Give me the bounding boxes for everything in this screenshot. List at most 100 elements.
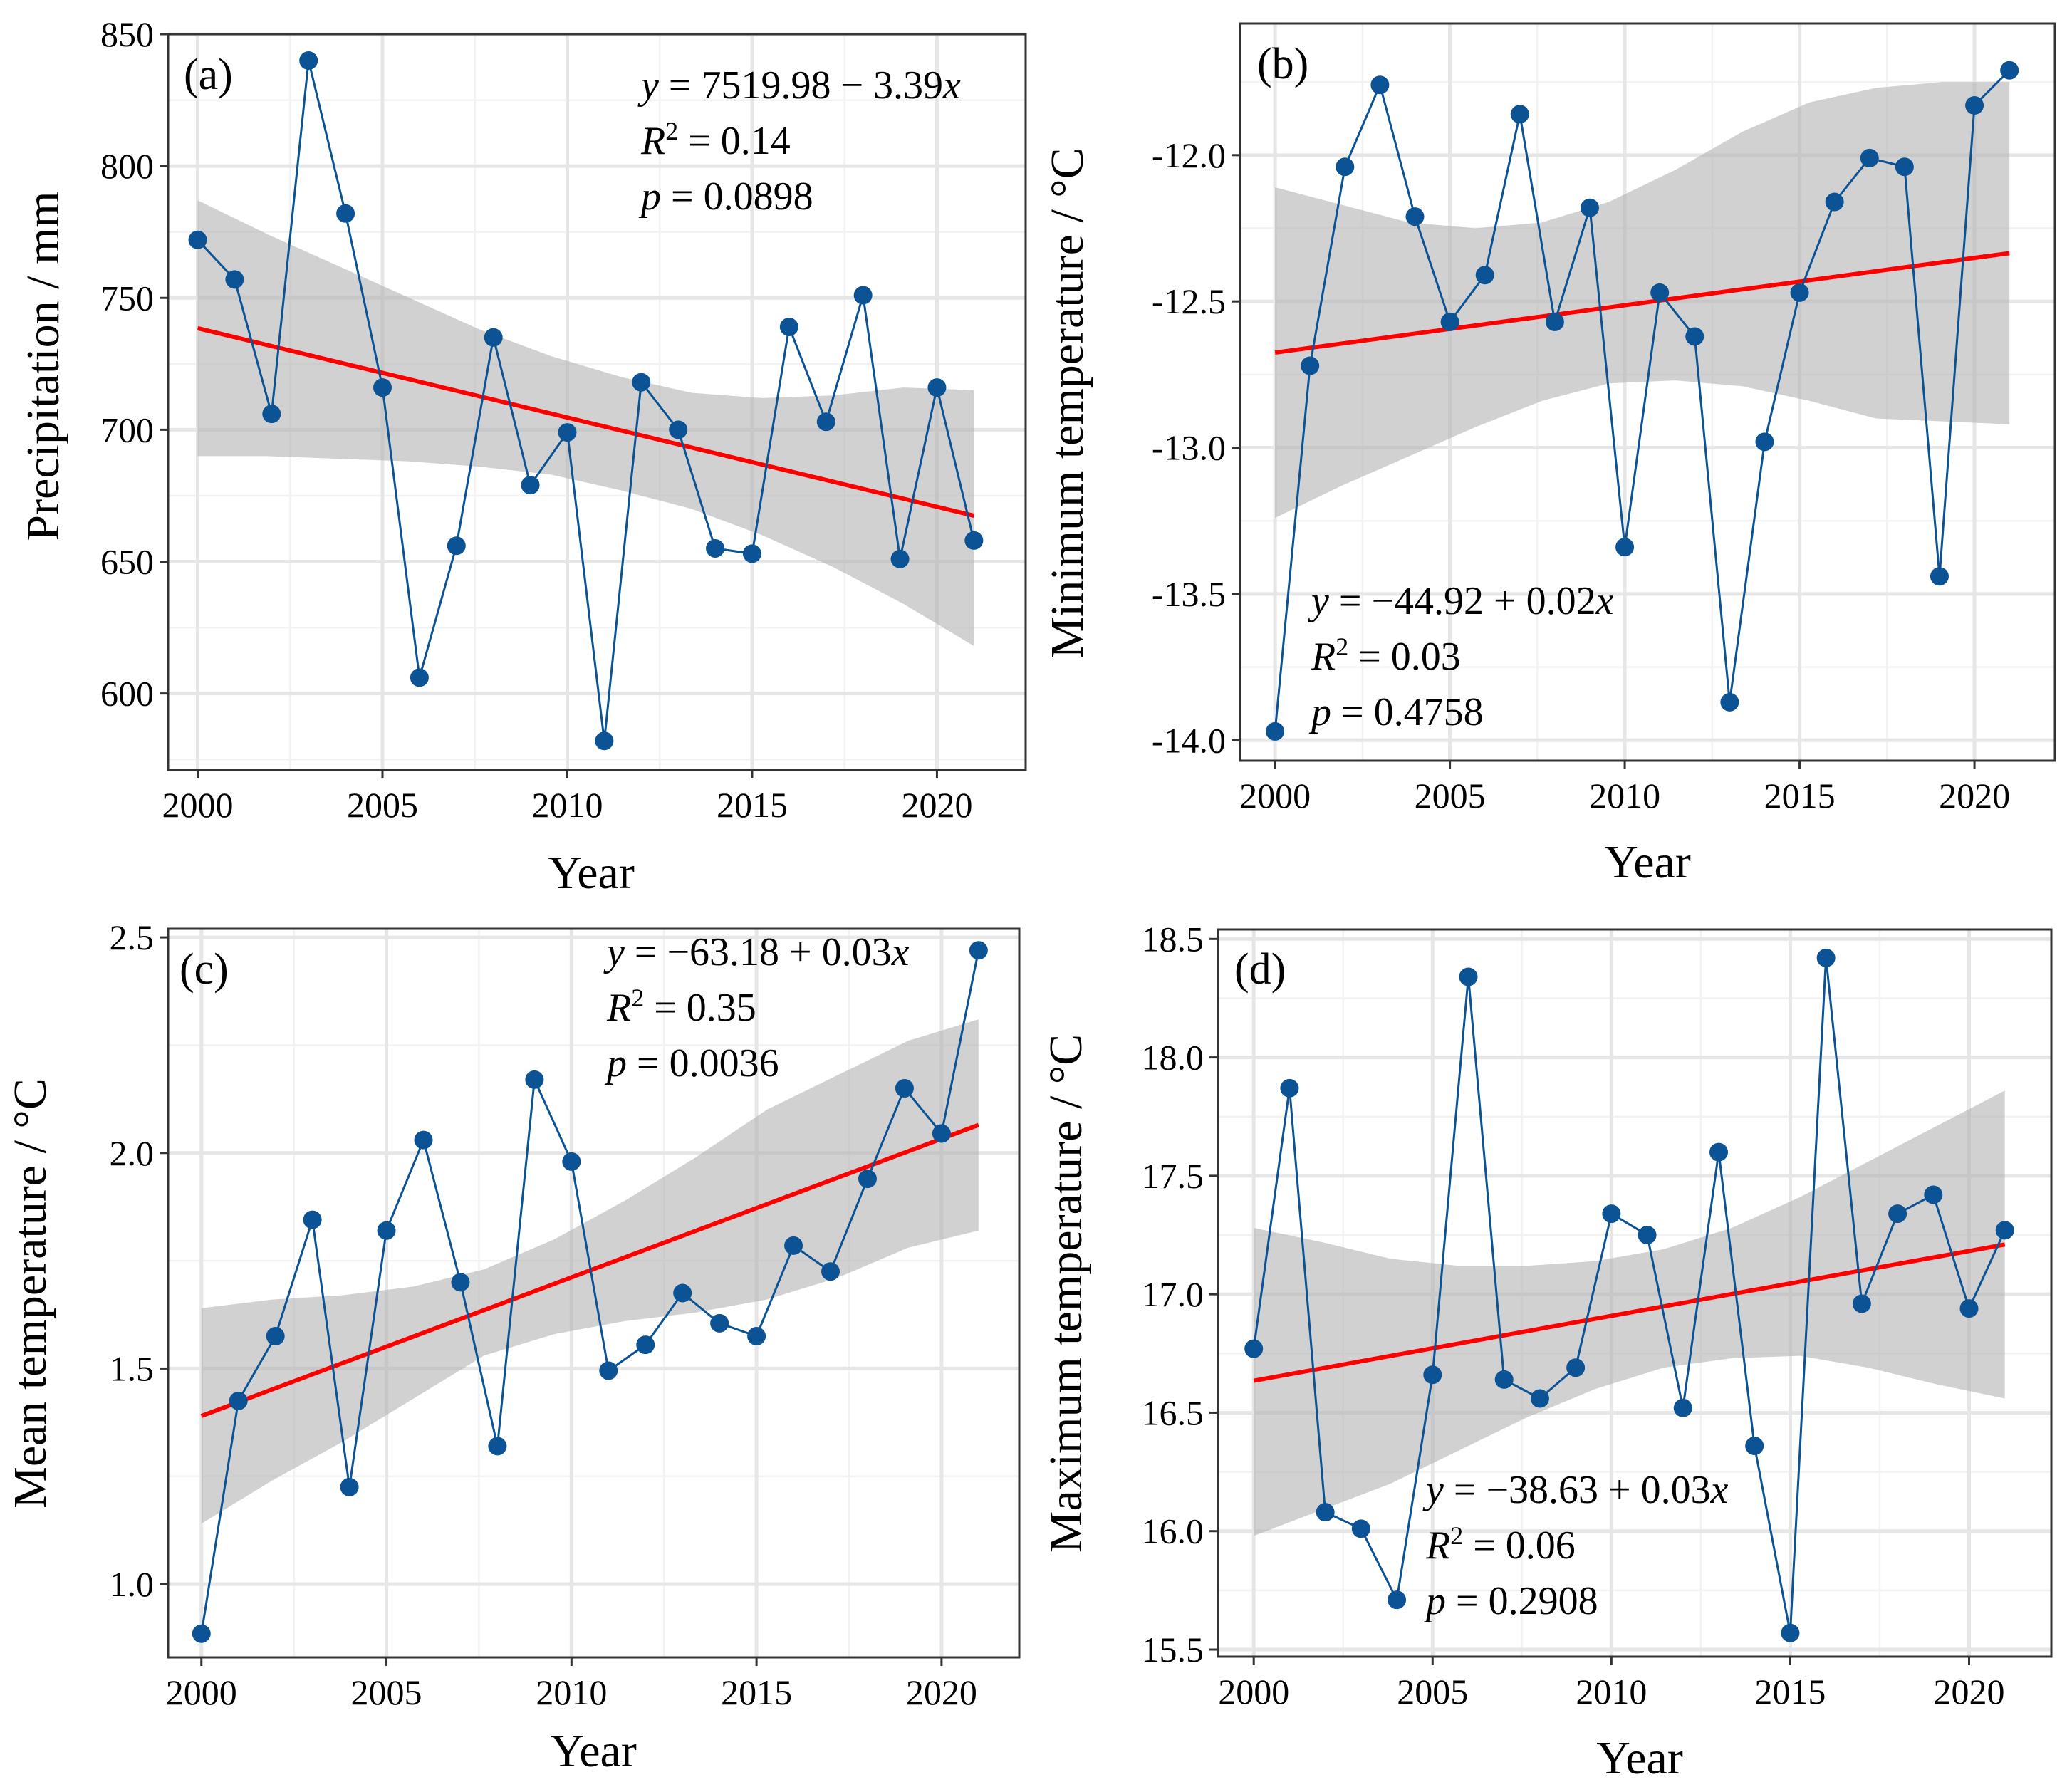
data-point	[964, 531, 984, 550]
data-point	[969, 941, 988, 960]
panel-a-ticks: 2000 2005 2010 2015 2020 600 650 700 750 800 850	[100, 14, 972, 825]
panel-b-equation-line3: p = 0.4758	[1308, 690, 1484, 734]
y-tick-label: 18.5	[1142, 919, 1204, 959]
data-point	[410, 668, 429, 687]
data-point	[858, 1170, 877, 1189]
panel-a-fit-layer	[197, 325, 975, 518]
data-point	[779, 317, 798, 336]
x-tick-label: 2000	[162, 785, 234, 825]
data-point	[1494, 1370, 1514, 1389]
panel-c-points-layer	[192, 941, 988, 1643]
data-point	[1638, 1226, 1657, 1245]
data-point	[1895, 157, 1914, 177]
data-point	[336, 204, 355, 223]
panel-a-ylabel: Precipitation / mm	[17, 191, 69, 541]
data-point	[1351, 1519, 1370, 1538]
data-point	[1860, 148, 1879, 167]
panel-b-points-layer	[1266, 61, 2019, 741]
data-point	[669, 420, 688, 439]
y-tick-label: 1.0	[110, 1564, 155, 1604]
panel-c-equation-line3: p = 0.0036	[604, 1041, 779, 1085]
data-point	[1650, 283, 1670, 302]
y-tick-label: -12.5	[1152, 281, 1226, 321]
panel-c-label: (c)	[179, 945, 229, 994]
data-point	[706, 538, 725, 558]
x-tick-label: 2020	[906, 1672, 977, 1712]
data-point	[1280, 1078, 1299, 1098]
panel-d-points-layer	[1244, 948, 2014, 1642]
data-point	[1405, 207, 1425, 226]
data-point	[927, 378, 947, 397]
data-point	[710, 1313, 729, 1333]
data-point	[1965, 96, 1984, 115]
panel-d-ylabel: Maximum temperature / °C	[1040, 1034, 1092, 1553]
data-point	[2000, 61, 2019, 80]
panel-b: 2000 2005 2010 2015 2020 -14.0 -13.5 -13.0 -12.5…	[1041, 22, 2056, 888]
panel-b-xlabel: Year	[1604, 836, 1691, 888]
data-point	[377, 1221, 396, 1240]
data-point	[1673, 1398, 1692, 1417]
data-point	[1816, 948, 1836, 967]
y-tick-label: -12.0	[1152, 135, 1226, 175]
panel-a-equation-line2: R2 = 0.14	[640, 117, 791, 163]
data-point	[816, 412, 835, 432]
x-tick-label: 2020	[1934, 1672, 2005, 1712]
data-point	[1602, 1204, 1621, 1224]
data-point	[488, 1437, 507, 1456]
data-point	[1388, 1590, 1407, 1610]
data-point	[447, 536, 466, 556]
data-point	[1959, 1299, 1979, 1318]
x-tick-label: 2015	[1764, 776, 1836, 816]
x-tick-label: 2000	[1239, 776, 1311, 816]
data-point	[1852, 1294, 1871, 1313]
data-point	[1745, 1437, 1764, 1456]
data-point	[229, 1391, 248, 1410]
data-point	[673, 1283, 692, 1303]
y-tick-label: 16.5	[1142, 1392, 1204, 1432]
data-point	[636, 1335, 655, 1355]
y-tick-label: 1.5	[110, 1348, 155, 1388]
regression-line	[1274, 251, 2010, 355]
series-line	[1274, 69, 2011, 732]
panel-c: 2000 2005 2010 2015 2020 1.0 1.5 2.0 2.5 (c) y =…	[4, 917, 1021, 1777]
data-point	[1459, 967, 1478, 986]
data-point	[558, 423, 577, 442]
panel-b-border	[1239, 22, 2056, 762]
data-point	[1930, 567, 1949, 586]
data-point	[299, 51, 318, 71]
data-point	[225, 270, 244, 289]
panel-d-label: (d)	[1234, 945, 1286, 994]
x-tick-label: 2010	[1589, 776, 1660, 816]
panel-d-xlabel: Year	[1596, 1732, 1683, 1784]
panel-a-equation-line3: p = 0.0898	[638, 174, 813, 219]
panel-d-equation-line3: p = 0.2908	[1423, 1579, 1598, 1623]
series-line	[197, 60, 975, 741]
panel-a-label: (a)	[184, 51, 233, 99]
data-point	[599, 1361, 618, 1380]
data-point	[414, 1130, 433, 1150]
x-tick-label: 2000	[166, 1672, 237, 1712]
data-point	[1709, 1142, 1729, 1162]
x-tick-label: 2000	[1218, 1672, 1289, 1712]
panel-b-ylabel: Minimum temperature / °C	[1041, 147, 1093, 658]
y-tick-label: 650	[100, 542, 154, 582]
data-point	[1825, 192, 1844, 212]
series-line	[200, 950, 980, 1634]
panel-a-equation-line1: y = 7519.98 − 3.39x	[637, 63, 961, 108]
x-tick-label: 2015	[721, 1672, 792, 1712]
data-point	[821, 1262, 840, 1281]
panel-d-border	[1217, 928, 2053, 1658]
data-point	[784, 1236, 803, 1255]
data-point	[1510, 105, 1529, 124]
y-tick-label: 18.0	[1142, 1038, 1204, 1078]
panel-b-series-layer	[1274, 69, 2011, 732]
y-tick-label: 17.5	[1142, 1156, 1204, 1196]
x-tick-label: 2010	[536, 1672, 607, 1712]
panel-b-equation-line2: R2 = 0.03	[1311, 632, 1461, 679]
data-point	[1995, 1221, 2014, 1240]
y-tick-label: 700	[100, 410, 154, 449]
data-point	[525, 1070, 544, 1089]
y-tick-label: -14.0	[1152, 720, 1226, 760]
data-point	[192, 1624, 211, 1643]
y-tick-label: -13.5	[1152, 574, 1226, 614]
